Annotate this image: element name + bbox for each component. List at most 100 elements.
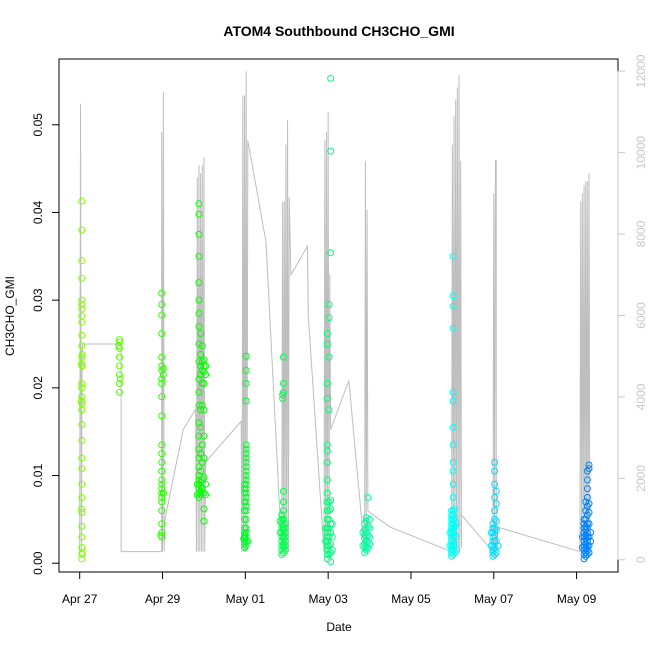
data-point: [327, 147, 335, 155]
data-point: [580, 550, 588, 558]
data-point: [449, 524, 457, 532]
y-tick-label: 0.03: [31, 288, 45, 312]
data-point: [78, 508, 86, 516]
data-point: [585, 542, 593, 550]
data-point: [158, 375, 166, 383]
data-point: [281, 529, 289, 537]
data-point: [197, 450, 205, 458]
x-tick-label: May 09: [557, 592, 597, 606]
data-point: [449, 550, 457, 558]
data-point: [200, 454, 208, 462]
data-point: [158, 441, 166, 449]
data-point: [328, 520, 336, 528]
data-point: [200, 489, 208, 497]
data-point: [449, 533, 457, 541]
data-point: [202, 371, 210, 379]
data-point: [159, 489, 167, 497]
data-point: [585, 465, 593, 473]
data-point: [583, 524, 591, 532]
data-point: [491, 507, 499, 515]
data-point: [327, 557, 335, 565]
data-point: [491, 467, 499, 475]
data-point: [492, 500, 500, 508]
data-point: [198, 458, 206, 466]
data-point: [323, 529, 331, 537]
data-point: [323, 476, 331, 484]
data-point: [78, 436, 86, 444]
data-point: [582, 515, 590, 523]
data-point: [115, 362, 123, 370]
data-point: [578, 533, 586, 541]
data-point: [585, 508, 593, 516]
data-point: [78, 393, 86, 401]
ch3cho-series: [77, 74, 595, 565]
data-point: [200, 406, 208, 414]
data-point: [325, 550, 333, 558]
data-point: [115, 342, 123, 350]
data-point: [278, 511, 286, 519]
data-point: [242, 352, 250, 360]
data-point: [197, 362, 205, 370]
data-point: [158, 507, 166, 515]
x-tick-label: Apr 29: [145, 592, 181, 606]
data-point: [449, 292, 457, 300]
data-point: [449, 302, 457, 310]
data-point: [322, 524, 330, 532]
data-point: [327, 505, 335, 513]
data-point: [198, 342, 206, 350]
data-point: [451, 514, 459, 522]
data-point: [276, 517, 284, 525]
data-point: [242, 472, 250, 480]
data-point: [242, 498, 250, 506]
data-point: [195, 463, 203, 471]
data-point: [193, 491, 201, 499]
y2-tick-label: 8000: [634, 220, 648, 247]
data-point: [585, 461, 593, 469]
data-point: [78, 543, 86, 551]
data-point: [242, 524, 250, 532]
data-point: [77, 505, 85, 513]
data-point: [195, 419, 203, 427]
data-point: [587, 537, 595, 545]
data-point: [158, 520, 166, 528]
data-point: [242, 454, 250, 462]
data-point: [281, 533, 289, 541]
data-point: [449, 467, 457, 475]
data-point: [281, 537, 289, 545]
x-axis: Apr 27 Apr 29 May 01 May 03 May 05 May 07 May …: [62, 571, 597, 606]
data-point: [491, 550, 499, 558]
data-point: [242, 441, 250, 449]
data-point: [200, 473, 208, 481]
data-point: [362, 514, 370, 522]
data-point: [325, 406, 333, 414]
data-point: [78, 305, 86, 313]
data-point: [276, 529, 284, 537]
data-point: [195, 454, 203, 462]
data-point: [198, 485, 206, 493]
data-point: [325, 533, 333, 541]
data-point: [449, 397, 457, 405]
y2-tick-label: 0: [634, 556, 648, 563]
data-point: [278, 542, 286, 550]
data-point: [202, 362, 210, 370]
data-point: [242, 397, 250, 405]
altitude-series: [79, 71, 591, 553]
data-point: [78, 421, 86, 429]
data-point: [587, 529, 595, 537]
y-tick-label: 0.02: [31, 376, 45, 400]
data-point: [362, 524, 370, 532]
data-point: [242, 476, 250, 484]
x-tick-label: May 03: [308, 592, 348, 606]
data-point: [279, 391, 287, 399]
data-point: [578, 543, 586, 551]
data-point: [158, 476, 166, 484]
data-point: [78, 312, 86, 320]
data-point: [281, 524, 289, 532]
data-point: [325, 498, 333, 506]
data-point: [242, 489, 250, 497]
data-point: [366, 524, 374, 532]
x-tick-label: Apr 27: [62, 592, 98, 606]
data-point: [362, 533, 370, 541]
y2-tick-label: 2000: [634, 465, 648, 492]
chart-title: ATOM4 Southbound CH3CHO_GMI: [223, 23, 454, 39]
